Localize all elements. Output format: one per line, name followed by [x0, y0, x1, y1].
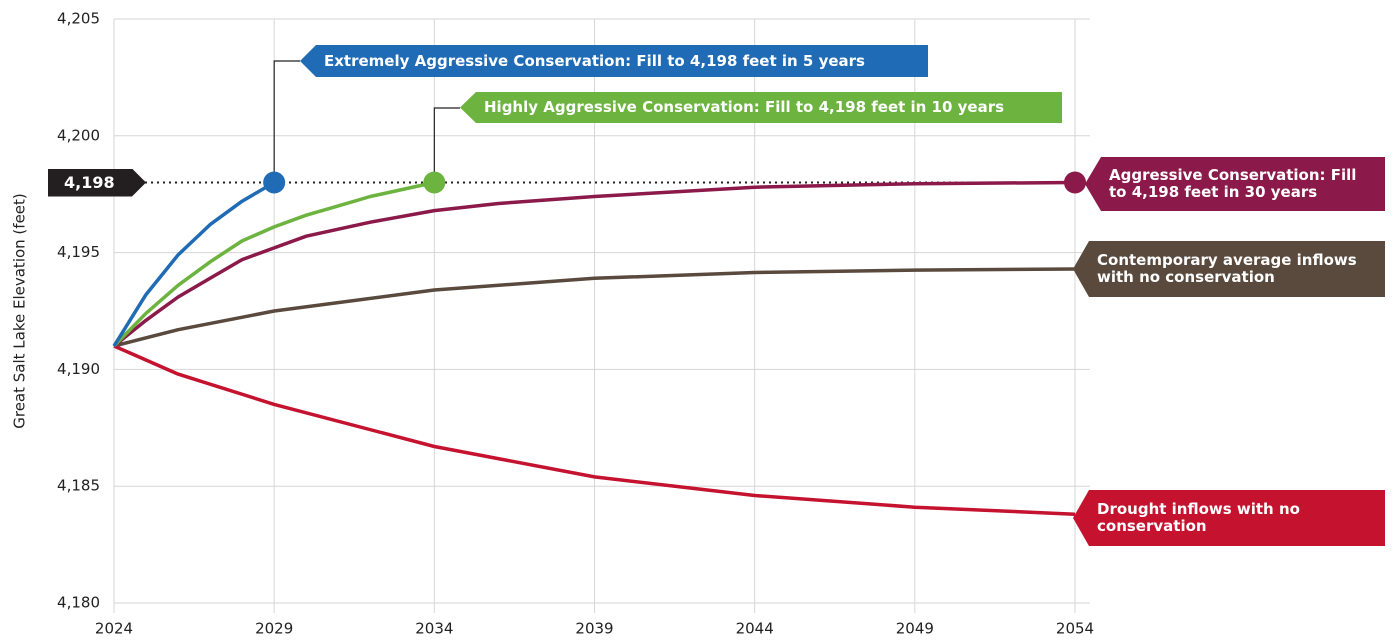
end-marker [423, 171, 446, 194]
leader-line [273, 60, 300, 183]
series-line [112, 180, 435, 348]
y-tick-label: 4,205 [57, 10, 100, 28]
x-tick-label: 2029 [255, 620, 293, 638]
y-axis-title: Great Salt Lake Elevation (feet) [11, 193, 29, 429]
reference-label: 4,198 [48, 168, 146, 197]
x-tick-label: 2039 [575, 620, 613, 638]
legend-callout: Highly Aggressive Conservation: Fill to … [460, 92, 1062, 123]
y-tick-label: 4,190 [57, 360, 100, 378]
x-tick-label: 2054 [1056, 620, 1094, 638]
legend-callout: Aggressive Conservation: Fill to 4,198 f… [1085, 157, 1385, 211]
y-tick-label: 4,180 [57, 594, 100, 612]
x-tick-label: 2024 [95, 620, 133, 638]
legend-callout: Contemporary average inflows with no con… [1073, 241, 1385, 297]
series-line [113, 267, 1076, 348]
y-tick-label: 4,195 [57, 243, 100, 261]
x-tick-label: 2044 [736, 620, 774, 638]
series-line [113, 344, 1076, 516]
leader-line [433, 107, 460, 183]
legend-callout: Extremely Aggressive Conservation: Fill … [300, 45, 928, 77]
legend-callout: Drought inflows with no conservation [1073, 490, 1385, 546]
x-tick-label: 2049 [896, 620, 934, 638]
series-line [112, 180, 276, 347]
end-marker [263, 171, 286, 194]
y-tick-label: 4,200 [57, 126, 100, 144]
x-tick-label: 2034 [415, 620, 453, 638]
y-tick-label: 4,185 [57, 477, 100, 495]
series-line [112, 180, 1076, 348]
end-marker [1064, 171, 1086, 194]
